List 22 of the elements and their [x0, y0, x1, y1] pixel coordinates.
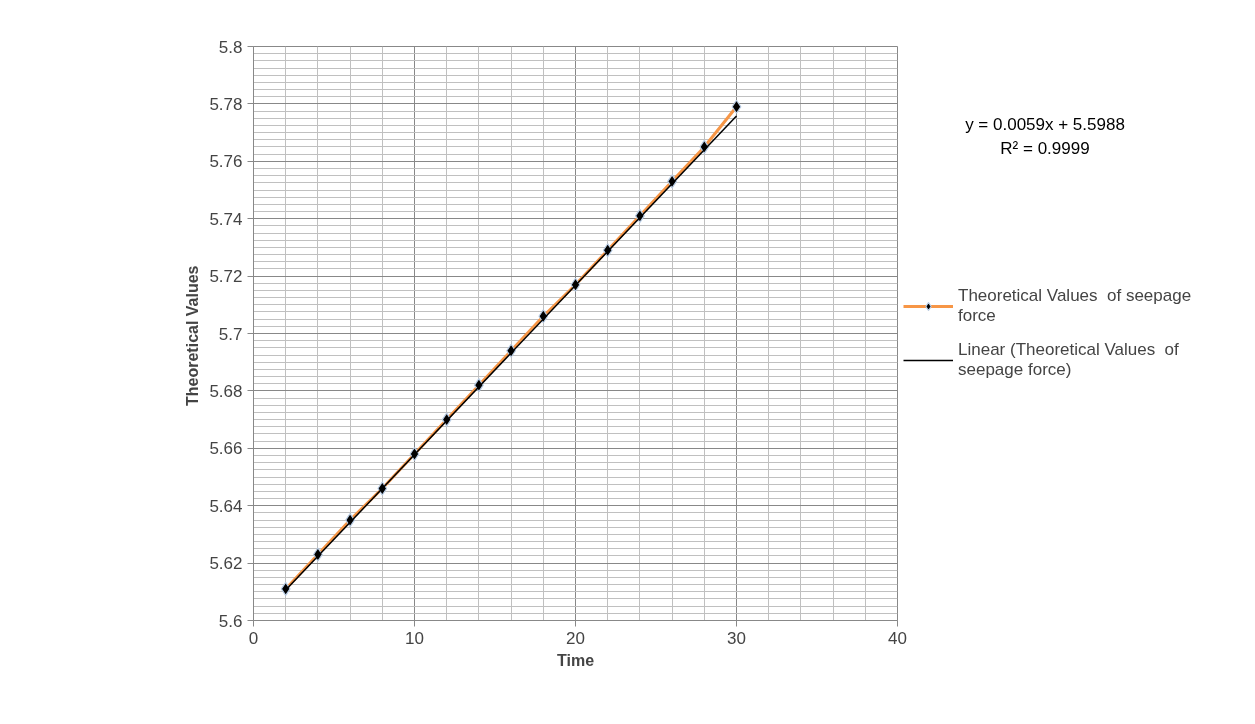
x-axis-title: Time [556, 651, 595, 669]
x-tick-label: 10 [405, 628, 424, 648]
y-tick-label: 5.74 [209, 209, 243, 229]
legend-label: Theoretical Values of seepage force [958, 286, 1192, 326]
legend-label: Linear (Theoretical Values of seepage force) [958, 340, 1179, 380]
y-tick-label: 5.64 [209, 496, 243, 516]
y-axis-title: Theoretical Values [184, 265, 202, 406]
y-tick-label: 5.6 [218, 611, 243, 631]
x-tick-label: 20 [566, 628, 585, 648]
y-tick-label: 5.68 [209, 381, 243, 401]
y-tick-label: 5.72 [209, 267, 243, 287]
text: R² = 0.9999 [1000, 139, 1090, 158]
y-tick-label: 5.62 [209, 554, 243, 574]
y-tick-label: 5.76 [209, 152, 243, 172]
text: y = 0.0059x + 5.5988 [965, 115, 1125, 134]
x-tick-label: 0 [248, 628, 259, 648]
y-tick-label: 5.7 [218, 324, 243, 344]
y-tick-label: 5.78 [209, 94, 243, 114]
x-tick-label: 40 [888, 628, 907, 648]
x-tick-label: 30 [727, 628, 746, 648]
y-tick-label: 5.8 [218, 37, 243, 57]
y-tick-label: 5.66 [209, 439, 243, 459]
